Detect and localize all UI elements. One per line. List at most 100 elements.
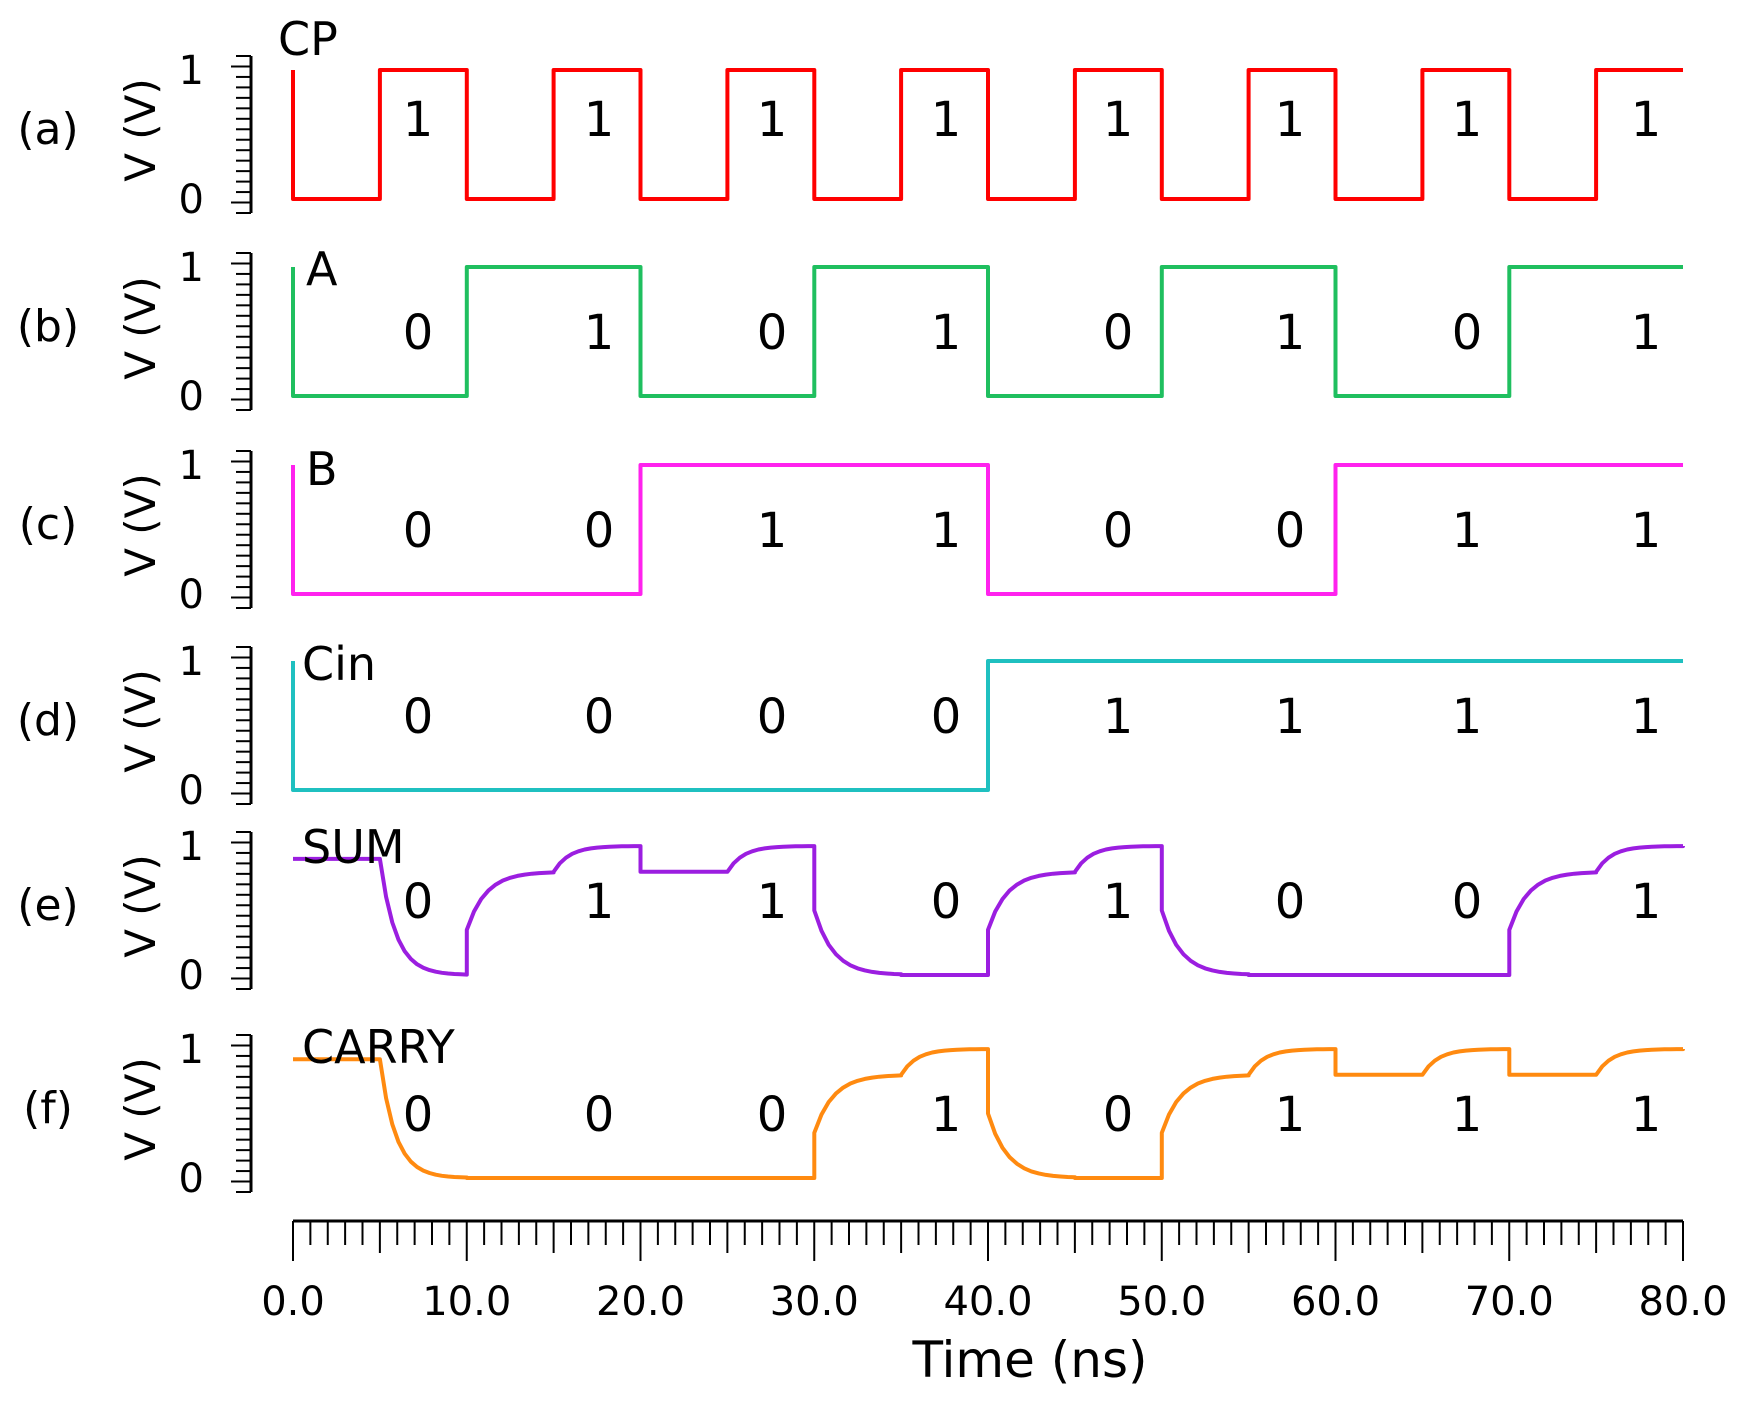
- bit-label: 1: [1631, 305, 1662, 361]
- bit-label: 0: [403, 874, 434, 930]
- signal-name: A: [306, 242, 338, 296]
- trace-carry: [293, 1047, 1685, 1180]
- bit-label: 0: [757, 689, 788, 745]
- panel-a: (b) V (V) 1 0 A 0 1 0 1 0 1 0 1: [17, 242, 1683, 420]
- bit-label: 0: [1275, 874, 1306, 930]
- x-axis-title: Time (ns): [911, 1331, 1147, 1389]
- bit-label: 0: [1103, 503, 1134, 559]
- bit-label: 1: [1275, 689, 1306, 745]
- x-tick-label: 0.0: [261, 1279, 325, 1325]
- x-tick-label: 10.0: [422, 1279, 511, 1325]
- signal-name: B: [306, 442, 338, 496]
- bit-label: 0: [757, 1087, 788, 1143]
- bit-label: 1: [1275, 305, 1306, 361]
- y-tick-label: 1: [179, 245, 204, 291]
- panel-carry: (f) V (V) 1 0 CARRY 0 0 0 1 0 1 1 1: [23, 1020, 1685, 1202]
- panel-label: (a): [17, 104, 78, 155]
- panel-label: (c): [19, 499, 78, 550]
- bit-label: 1: [1103, 689, 1134, 745]
- bit-label: 1: [1275, 1087, 1306, 1143]
- bit-label: 0: [584, 1087, 615, 1143]
- y-axis-title: V (V): [116, 473, 165, 577]
- bit-label: 1: [584, 92, 615, 148]
- bit-label: 1: [757, 503, 788, 559]
- y-tick-label: 1: [179, 824, 204, 870]
- signal-name: SUM: [302, 820, 405, 874]
- trace-a: [291, 265, 1683, 398]
- x-tick-label: 80.0: [1638, 1279, 1727, 1325]
- bit-label: 1: [1103, 874, 1134, 930]
- time-axis: 0.0 10.0 20.0 30.0 40.0 50.0 60.0 70.0 80.0 Time…: [261, 1219, 1728, 1389]
- bit-label: 0: [403, 689, 434, 745]
- y-axis-title: V (V): [116, 78, 165, 182]
- bit-label: 0: [1452, 874, 1483, 930]
- panel-cp: (a) V (V) 1 0 CP 1 1 1 1 1 1 1 1: [17, 12, 1683, 223]
- bit-label: 1: [757, 874, 788, 930]
- bit-label: 1: [931, 1087, 962, 1143]
- bit-label: 0: [1452, 305, 1483, 361]
- y-tick-label: 1: [179, 443, 204, 489]
- bit-label: 1: [1631, 874, 1662, 930]
- y-axis-title: V (V): [116, 276, 165, 380]
- bit-label: 1: [1631, 503, 1662, 559]
- x-tick-labels: 0.0 10.0 20.0 30.0 40.0 50.0 60.0 70.0 80.0: [261, 1279, 1727, 1325]
- x-tick-label: 70.0: [1465, 1279, 1554, 1325]
- y-tick-label: 0: [179, 1156, 204, 1202]
- x-axis-ticks: [292, 1221, 1684, 1261]
- bit-label: 0: [584, 503, 615, 559]
- y-tick-label: 1: [179, 48, 204, 94]
- y-tick-label: 0: [179, 177, 204, 223]
- x-tick-label: 30.0: [770, 1279, 859, 1325]
- signal-name: Cin: [302, 637, 376, 691]
- bit-label: 0: [757, 305, 788, 361]
- trace-cp: [291, 68, 1683, 201]
- bit-label: 0: [1103, 1087, 1134, 1143]
- x-tick-label: 60.0: [1291, 1279, 1380, 1325]
- panels: (a) V (V) 1 0 CP 1 1 1 1 1 1 1 1 (b) V (V) 1 0 A 0 1 0 1 0 1 0 1 (…: [17, 12, 1685, 1202]
- bit-label: 1: [1103, 92, 1134, 148]
- bit-label: 1: [584, 305, 615, 361]
- bit-label: 0: [931, 874, 962, 930]
- trace-sum: [293, 844, 1685, 977]
- panel-cin: (d) V (V) 1 0 Cin 0 0 0 0 1 1 1 1: [17, 637, 1683, 814]
- y-tick-label: 1: [179, 1027, 204, 1073]
- y-axis-title: V (V): [116, 669, 165, 773]
- bit-label: 0: [403, 1087, 434, 1143]
- panel-b: (c) V (V) 1 0 B 0 0 1 1 0 0 1 1: [19, 442, 1683, 618]
- bit-label: 1: [931, 92, 962, 148]
- bit-label: 0: [1103, 305, 1134, 361]
- bit-label: 1: [1452, 503, 1483, 559]
- bit-label: 1: [1631, 92, 1662, 148]
- bit-label: 1: [1452, 1087, 1483, 1143]
- bit-label: 0: [1275, 503, 1306, 559]
- y-axis-title: V (V): [116, 854, 165, 958]
- bit-label: 0: [403, 305, 434, 361]
- y-tick-label: 0: [179, 374, 204, 420]
- x-tick-label: 50.0: [1117, 1279, 1206, 1325]
- trace-b: [291, 463, 1683, 596]
- bit-label: 1: [1275, 92, 1306, 148]
- bit-label: 1: [403, 92, 434, 148]
- bit-label: 0: [931, 689, 962, 745]
- bit-label: 1: [1631, 1087, 1662, 1143]
- bit-label: 1: [931, 503, 962, 559]
- panel-label: (e): [17, 880, 78, 931]
- trace-cin: [291, 659, 1683, 792]
- bit-label: 0: [403, 503, 434, 559]
- bit-label: 1: [1631, 689, 1662, 745]
- y-tick-label: 0: [179, 953, 204, 999]
- bit-label: 1: [1452, 92, 1483, 148]
- bit-label: 1: [584, 874, 615, 930]
- y-tick-label: 1: [179, 639, 204, 685]
- bit-label: 1: [1452, 689, 1483, 745]
- signal-name: CARRY: [302, 1020, 456, 1074]
- panel-label: (d): [17, 695, 79, 746]
- x-tick-label: 20.0: [596, 1279, 685, 1325]
- signal-name: CP: [278, 12, 338, 66]
- y-axis-title: V (V): [116, 1057, 165, 1161]
- x-tick-label: 40.0: [943, 1279, 1032, 1325]
- bit-label: 0: [584, 689, 615, 745]
- panel-label: (b): [17, 301, 79, 352]
